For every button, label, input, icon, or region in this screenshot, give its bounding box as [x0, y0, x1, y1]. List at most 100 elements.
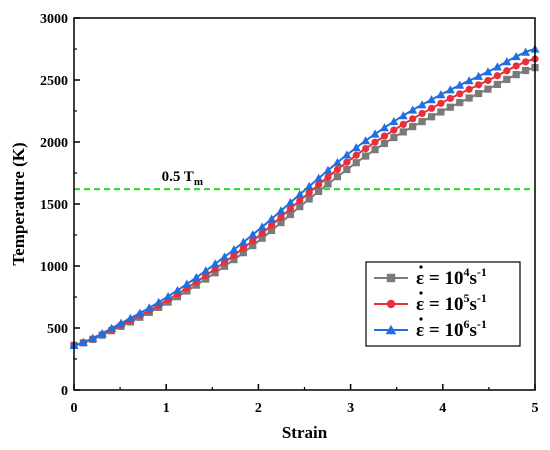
x-tick-label: 1	[163, 401, 170, 416]
legend-label-unit-exp: -1	[477, 265, 487, 279]
series-point	[296, 196, 304, 205]
series-point	[78, 337, 88, 347]
series-point	[125, 313, 135, 322]
series-point	[248, 230, 258, 239]
legend-label-exp: 4	[463, 265, 469, 279]
series-point	[295, 189, 305, 198]
series-point	[465, 85, 473, 93]
series-point	[285, 198, 295, 207]
legend-label-base: ε = 10	[416, 320, 463, 341]
series-point	[493, 72, 501, 80]
series-point	[267, 221, 276, 229]
plot-layer: 0.5 Tm	[69, 44, 540, 349]
legend-marker	[386, 299, 396, 309]
series-point	[437, 99, 445, 107]
series-point	[239, 249, 247, 257]
x-tick-label: 0	[71, 401, 78, 416]
series-point	[427, 113, 436, 121]
series-point	[503, 67, 511, 75]
legend-item: ε = 105s-1	[374, 291, 487, 315]
series-point	[305, 189, 313, 197]
series-point	[371, 138, 379, 146]
series-point	[314, 173, 324, 182]
y-tick-label: 1000	[40, 260, 68, 275]
series-point	[107, 323, 117, 332]
series-point	[135, 308, 145, 317]
legend-label-exp: 5	[463, 291, 469, 305]
series-point	[409, 123, 417, 131]
series-point	[144, 303, 154, 312]
series-point	[370, 129, 380, 138]
series-point	[389, 116, 399, 126]
series-point	[362, 152, 370, 160]
series-point	[333, 173, 342, 181]
series-point	[210, 259, 220, 268]
series-point	[409, 115, 417, 123]
legend-label-unit-exp: -1	[477, 291, 487, 305]
series-point	[474, 89, 483, 98]
series-point	[445, 85, 455, 94]
legend-dot-accent	[419, 291, 423, 295]
series-point	[324, 173, 332, 181]
series-point	[380, 139, 389, 148]
legend-label-unit: s	[469, 294, 476, 315]
series-point	[521, 66, 530, 75]
series-point	[371, 146, 379, 154]
series-point	[417, 100, 427, 109]
legend-dot-accent	[419, 317, 423, 321]
series-point	[464, 76, 474, 85]
series-point	[380, 132, 389, 140]
series-point	[456, 98, 464, 107]
series-point	[238, 237, 248, 246]
legend-marker	[386, 273, 396, 283]
legend-label: ε = 105s-1	[416, 291, 487, 315]
series-point	[267, 214, 277, 223]
series-point	[332, 157, 342, 167]
series-point	[229, 245, 239, 254]
series-point	[239, 244, 247, 252]
series-point	[427, 104, 436, 112]
legend-marker	[385, 324, 397, 335]
series-point	[351, 143, 361, 152]
series-point	[436, 90, 446, 99]
series-point	[305, 195, 313, 203]
legend-label: ε = 104s-1	[416, 265, 487, 289]
series-point	[521, 47, 531, 56]
series-point	[390, 126, 398, 134]
series-point	[249, 237, 257, 245]
series-point	[408, 105, 418, 114]
series-point	[163, 291, 173, 301]
series-point	[484, 76, 492, 85]
series-point	[521, 58, 530, 66]
series-point	[483, 67, 493, 76]
series-point	[456, 90, 464, 98]
legend-item: ε = 104s-1	[374, 265, 487, 289]
x-tick-label: 4	[439, 401, 446, 416]
series-point	[220, 252, 230, 261]
series-point	[437, 108, 445, 116]
series-point	[257, 222, 267, 231]
legend-dot-accent	[419, 265, 423, 269]
series-point	[492, 62, 502, 71]
series-point	[343, 165, 351, 174]
series-point	[296, 203, 304, 211]
series-point	[352, 159, 360, 167]
series-point	[286, 210, 294, 219]
series-point	[116, 318, 126, 327]
axis-ticks: 0 1 2 3 4 5 0 500 1000 1500 2000 2500 3000	[40, 12, 539, 416]
series-point	[304, 181, 314, 190]
x-tick-label: 5	[532, 401, 539, 416]
series-point	[361, 136, 371, 145]
legend-item: ε = 106s-1	[374, 317, 487, 341]
legend-label-unit: s	[469, 268, 476, 289]
series-point	[502, 57, 512, 66]
series-triangle	[69, 44, 540, 349]
series-point	[276, 206, 286, 215]
series-point	[172, 285, 182, 294]
series-point	[342, 150, 352, 159]
series-point	[343, 158, 351, 166]
series-point	[446, 103, 454, 111]
legend-label-base: ε = 10	[416, 268, 463, 289]
series-point	[474, 71, 484, 80]
series-point	[512, 71, 520, 79]
